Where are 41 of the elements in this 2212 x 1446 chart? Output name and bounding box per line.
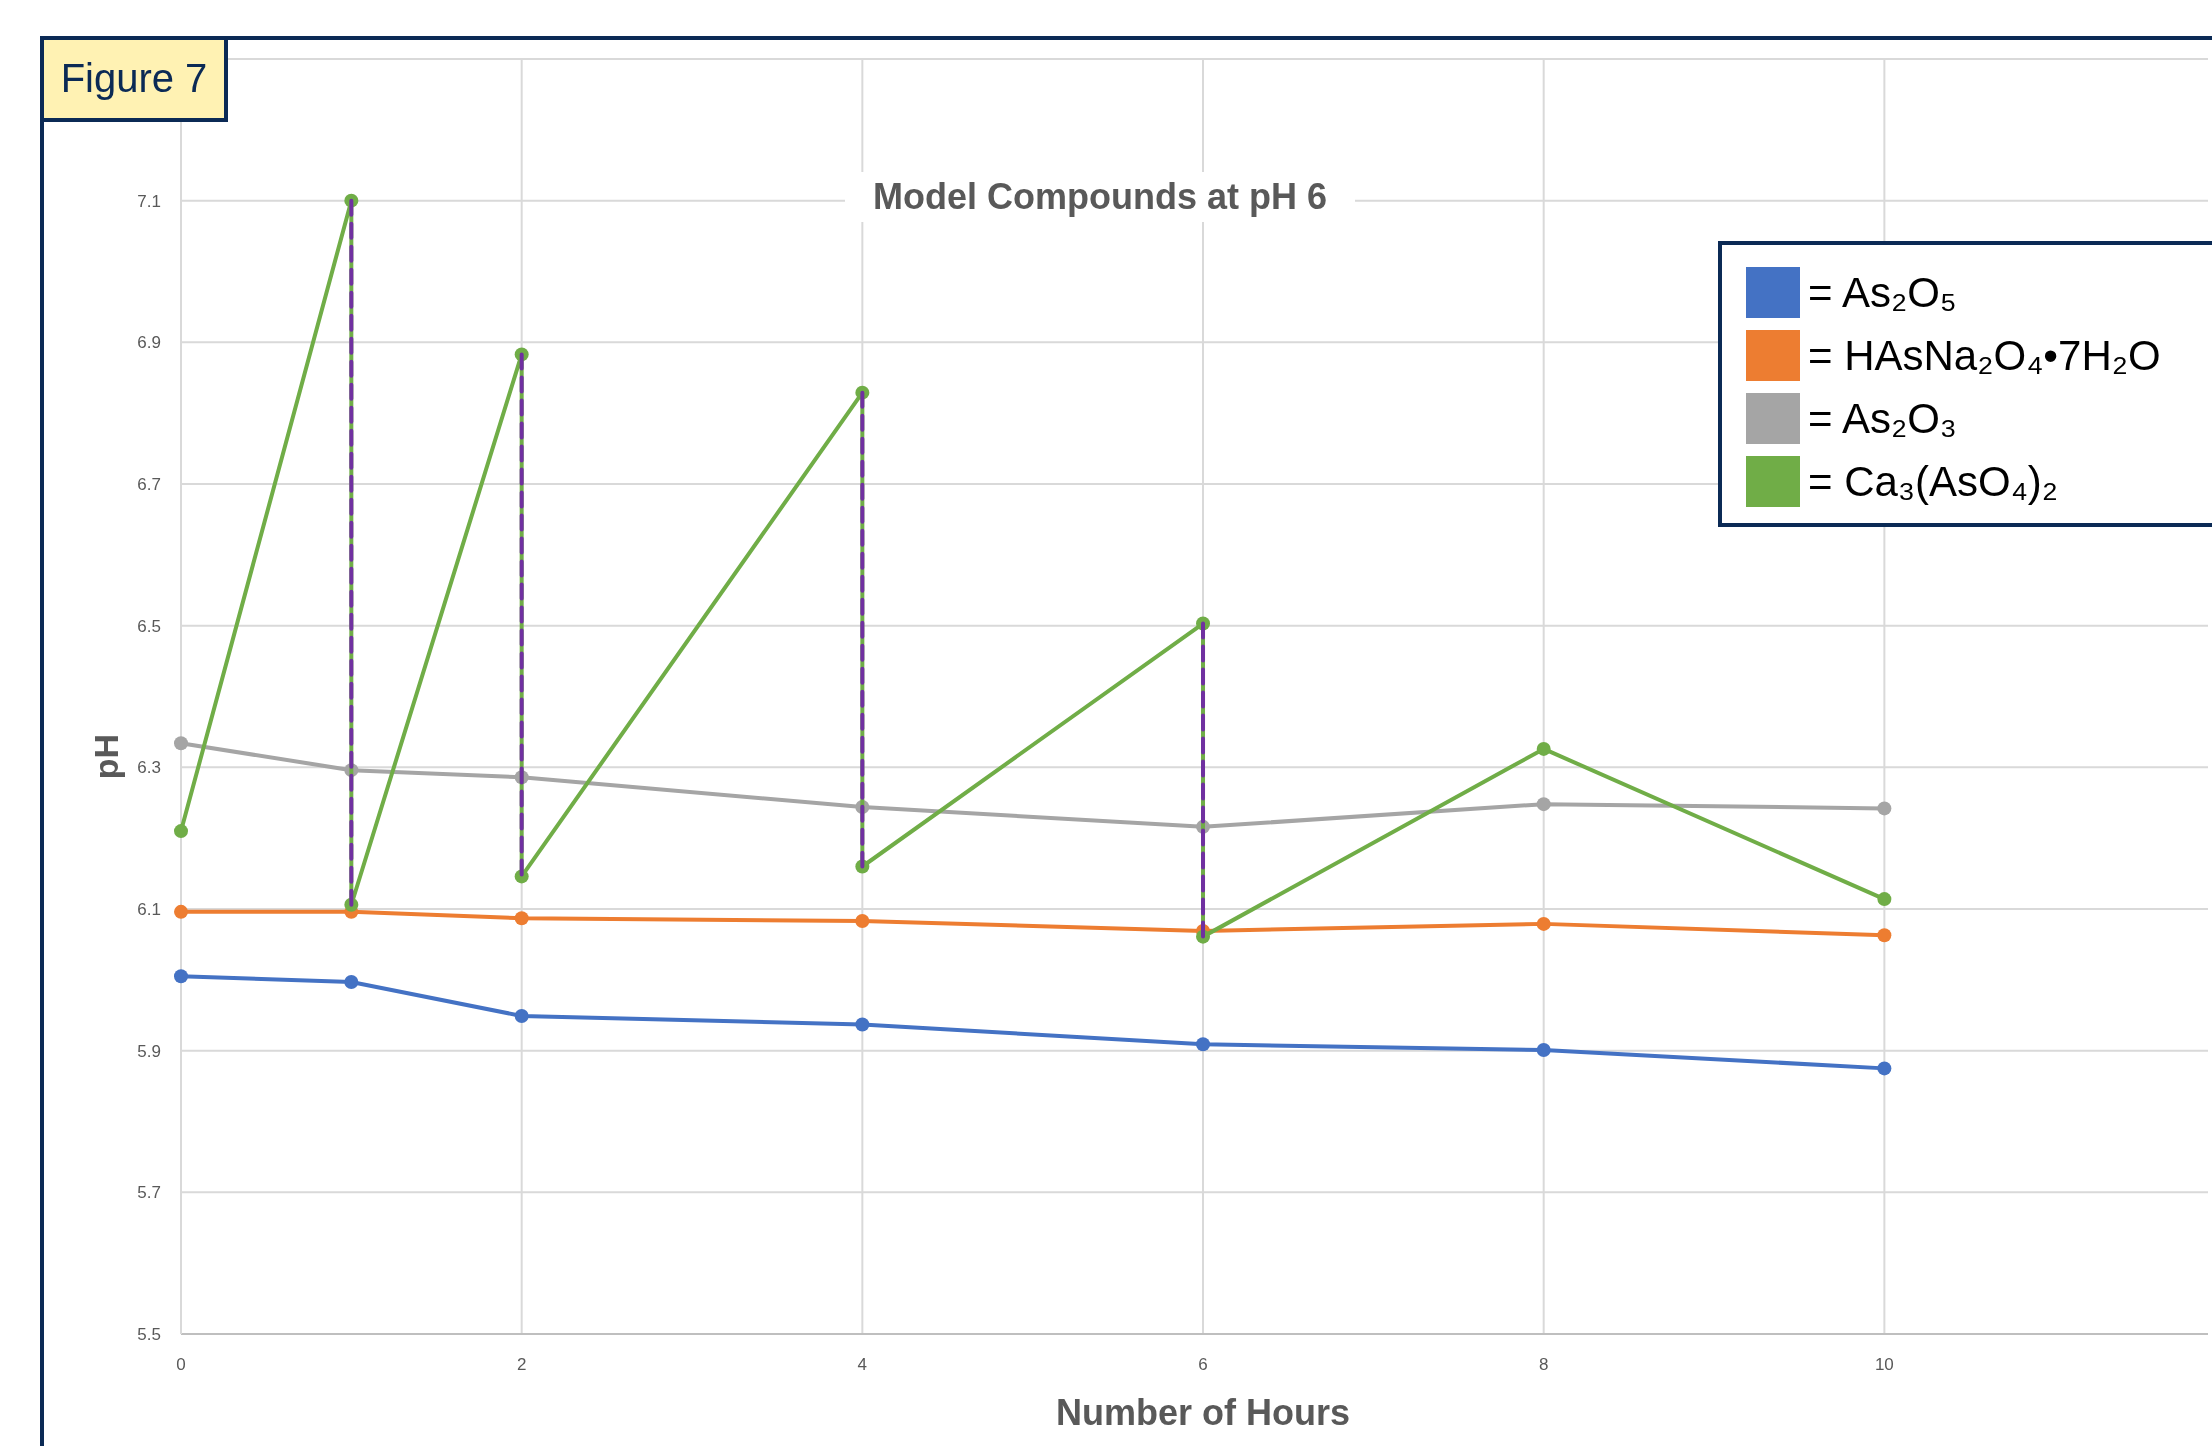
- y-tick-label: 6.3: [137, 758, 161, 778]
- point: [174, 969, 188, 984]
- x-tick-label: 4: [857, 1355, 868, 1374]
- point: [1877, 801, 1892, 816]
- x-tick-label: 8: [1538, 1355, 1549, 1374]
- legend-label: = Ca₃(AsO₄)₂: [1808, 458, 2059, 505]
- y-tick-label: 6.9: [137, 333, 161, 353]
- point: [1536, 916, 1551, 931]
- point: [1877, 928, 1892, 943]
- point: [1536, 797, 1551, 812]
- point: [855, 1017, 870, 1032]
- legend-label: = As₂O₅: [1808, 269, 1957, 316]
- y-tick-label: 5.7: [137, 1183, 161, 1203]
- y-tick-label: 5.9: [137, 1041, 161, 1061]
- text: Model Compounds at pH 6: [873, 176, 1327, 217]
- point: [174, 824, 188, 839]
- point: [1536, 741, 1551, 756]
- point: [174, 736, 188, 751]
- point: [1877, 892, 1892, 907]
- x-tick-label: 6: [1198, 1355, 1208, 1374]
- point: [174, 904, 188, 919]
- y-tick-label: 7.1: [137, 191, 161, 211]
- point: [1877, 1061, 1892, 1076]
- y-tick-label: 6.7: [137, 475, 161, 494]
- point: [344, 974, 359, 989]
- point: [514, 1008, 529, 1023]
- y-tick-label: 6.1: [137, 900, 161, 919]
- y-tick-label: 5.5: [137, 1325, 161, 1344]
- y-axis-title: pH: [87, 733, 125, 780]
- point: [1196, 1037, 1211, 1052]
- x-axis-title: Number of Hours: [1055, 1392, 1351, 1433]
- annotation: Figure 7: [60, 56, 208, 100]
- legend-label: = HAsNa₂O₄•7H₂O: [1808, 332, 2161, 379]
- point: [514, 911, 529, 926]
- point: [1536, 1042, 1551, 1057]
- x-tick-label: 2: [516, 1355, 527, 1374]
- x-tick-label: 0: [176, 1355, 186, 1374]
- y-tick-label: 6.5: [137, 616, 161, 636]
- point: [855, 914, 870, 929]
- legend-label: = As₂O₃: [1808, 395, 1957, 442]
- x-tick-label: 10: [1874, 1355, 1894, 1374]
